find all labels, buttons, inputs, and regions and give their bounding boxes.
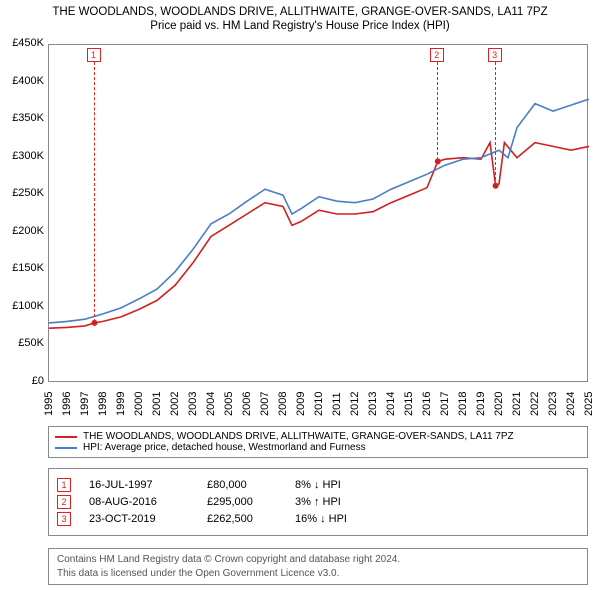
event-date: 16-JUL-1997 — [89, 479, 189, 491]
x-tick-label: 2017 — [439, 392, 451, 416]
x-tick-label: 2022 — [529, 392, 541, 416]
series-line — [49, 143, 589, 329]
y-tick-label: £0 — [4, 375, 44, 387]
chart-container: THE WOODLANDS, WOODLANDS DRIVE, ALLITHWA… — [0, 0, 600, 590]
marker-guideline — [94, 62, 95, 322]
x-tick-label: 2025 — [583, 392, 595, 416]
legend-label: THE WOODLANDS, WOODLANDS DRIVE, ALLITHWA… — [83, 431, 514, 442]
event-row: 2 08-AUG-2016 £295,000 3% ↑ HPI — [57, 495, 579, 509]
y-tick-label: £250K — [4, 187, 44, 199]
x-tick-label: 1997 — [79, 392, 91, 416]
x-tick-label: 2008 — [277, 392, 289, 416]
marker-dot — [493, 183, 499, 189]
y-tick-label: £350K — [4, 112, 44, 124]
x-tick-label: 2019 — [475, 392, 487, 416]
x-tick-label: 2023 — [547, 392, 559, 416]
legend: THE WOODLANDS, WOODLANDS DRIVE, ALLITHWA… — [48, 426, 588, 458]
x-tick-label: 2024 — [565, 392, 577, 416]
x-tick-label: 2000 — [133, 392, 145, 416]
legend-item: THE WOODLANDS, WOODLANDS DRIVE, ALLITHWA… — [55, 431, 581, 442]
legend-item: HPI: Average price, detached house, West… — [55, 442, 581, 453]
x-tick-label: 2014 — [385, 392, 397, 416]
x-tick-label: 2005 — [223, 392, 235, 416]
chart-title-line2: Price paid vs. HM Land Registry's House … — [0, 18, 600, 36]
x-tick-label: 2018 — [457, 392, 469, 416]
event-diff: 16% ↓ HPI — [295, 513, 385, 525]
x-tick-label: 2015 — [403, 392, 415, 416]
event-marker: 2 — [57, 495, 71, 509]
footer-line2: This data is licensed under the Open Gov… — [57, 567, 579, 581]
event-marker: 1 — [57, 478, 71, 492]
footer-line1: Contains HM Land Registry data © Crown c… — [57, 553, 579, 567]
x-tick-label: 2020 — [493, 392, 505, 416]
y-tick-label: £200K — [4, 225, 44, 237]
event-date: 08-AUG-2016 — [89, 496, 189, 508]
marker-label: 3 — [488, 48, 502, 62]
x-tick-label: 2006 — [241, 392, 253, 416]
marker-guideline — [495, 62, 496, 185]
x-tick-label: 2021 — [511, 392, 523, 416]
y-tick-label: £400K — [4, 75, 44, 87]
event-price: £262,500 — [207, 513, 277, 525]
legend-label: HPI: Average price, detached house, West… — [83, 442, 366, 453]
x-tick-label: 2007 — [259, 392, 271, 416]
marker-label: 1 — [87, 48, 101, 62]
event-row: 3 23-OCT-2019 £262,500 16% ↓ HPI — [57, 512, 579, 526]
y-tick-label: £50K — [4, 337, 44, 349]
x-tick-label: 1996 — [61, 392, 73, 416]
events-table: 1 16-JUL-1997 £80,000 8% ↓ HPI 2 08-AUG-2016 £… — [48, 468, 588, 536]
plot-area — [48, 44, 588, 382]
marker-guideline — [437, 62, 438, 160]
x-tick-label: 2013 — [367, 392, 379, 416]
x-tick-label: 2011 — [331, 392, 343, 416]
event-marker: 3 — [57, 512, 71, 526]
x-tick-label: 2012 — [349, 392, 361, 416]
legend-swatch — [55, 447, 77, 449]
y-tick-label: £450K — [4, 37, 44, 49]
y-tick-label: £150K — [4, 262, 44, 274]
x-tick-label: 1998 — [97, 392, 109, 416]
x-tick-label: 2010 — [313, 392, 325, 416]
y-tick-label: £100K — [4, 300, 44, 312]
footer: Contains HM Land Registry data © Crown c… — [48, 548, 588, 585]
x-tick-label: 2001 — [151, 392, 163, 416]
marker-dot — [435, 158, 441, 164]
event-diff: 3% ↑ HPI — [295, 496, 385, 508]
x-tick-label: 1995 — [43, 392, 55, 416]
plot-svg — [49, 45, 589, 383]
event-price: £295,000 — [207, 496, 277, 508]
event-row: 1 16-JUL-1997 £80,000 8% ↓ HPI — [57, 478, 579, 492]
event-date: 23-OCT-2019 — [89, 513, 189, 525]
x-tick-label: 2003 — [187, 392, 199, 416]
x-tick-label: 2016 — [421, 392, 433, 416]
x-tick-label: 2002 — [169, 392, 181, 416]
legend-swatch — [55, 436, 77, 438]
x-tick-label: 2009 — [295, 392, 307, 416]
event-diff: 8% ↓ HPI — [295, 479, 385, 491]
y-tick-label: £300K — [4, 150, 44, 162]
x-tick-label: 1999 — [115, 392, 127, 416]
marker-label: 2 — [430, 48, 444, 62]
x-tick-label: 2004 — [205, 392, 217, 416]
chart-title-line1: THE WOODLANDS, WOODLANDS DRIVE, ALLITHWA… — [0, 0, 600, 18]
event-price: £80,000 — [207, 479, 277, 491]
